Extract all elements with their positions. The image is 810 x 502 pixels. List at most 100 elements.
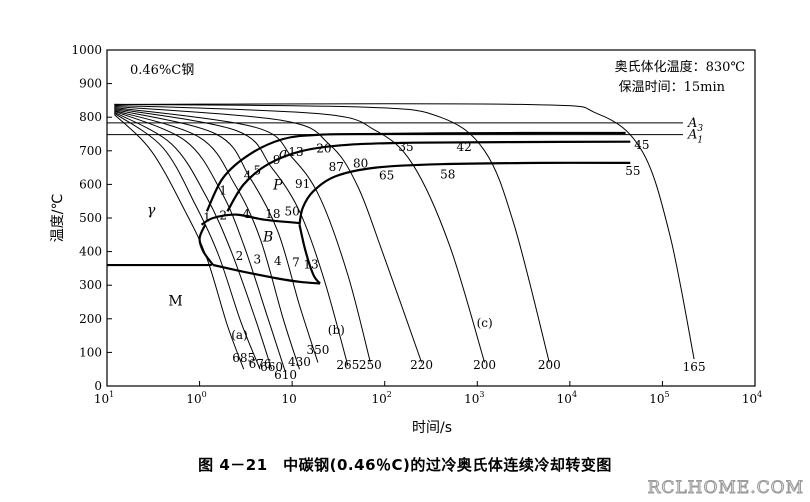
percent-label-14: 58 bbox=[440, 167, 455, 181]
ref-label-sub-1: 3 bbox=[697, 124, 703, 134]
percent-label-11: 80 bbox=[353, 157, 368, 171]
hardness-label-9: 220 bbox=[410, 358, 433, 372]
boundary-pearlite-bainite-end bbox=[298, 224, 321, 285]
boundary-bainite-region-left bbox=[198, 224, 214, 266]
percent-label-6: 20 bbox=[316, 141, 331, 155]
figure-caption: 图 4－21 中碳钢(0.46％C)的过冷奥氏体连续冷却转变图 bbox=[198, 456, 612, 474]
x-tick-label-2: 10 bbox=[282, 392, 297, 406]
cooling-curve-12 bbox=[114, 103, 695, 360]
boundary-pearlite-start bbox=[226, 140, 631, 212]
region-label-3: P bbox=[272, 177, 283, 193]
percent-label-22: 3 bbox=[253, 252, 261, 266]
cooling-curve-5 bbox=[114, 110, 300, 370]
region-label-4: B bbox=[262, 230, 273, 246]
hardness-label-10: 200 bbox=[473, 358, 496, 372]
percent-label-13: 65 bbox=[379, 168, 394, 182]
series-tag-2: (b) bbox=[328, 323, 345, 337]
cooling-curve-11 bbox=[114, 103, 550, 363]
y-axis-label: 温度/℃ bbox=[50, 194, 66, 242]
percent-label-23: 4 bbox=[274, 254, 282, 268]
percent-label-17: 2 bbox=[219, 209, 227, 223]
percent-label-10: 87 bbox=[329, 160, 344, 174]
y-tick-label-500: 500 bbox=[79, 211, 102, 225]
y-tick-label-1000: 1000 bbox=[71, 43, 102, 57]
region-label-5: M bbox=[168, 293, 182, 309]
cooling-curves bbox=[113, 103, 695, 373]
cooling-curve-2 bbox=[114, 112, 261, 370]
x-tick-exp-3: 2 bbox=[387, 390, 392, 399]
y-tick-label-700: 700 bbox=[79, 144, 102, 158]
percent-label-7: 35 bbox=[398, 140, 413, 154]
y-tick-label-400: 400 bbox=[79, 245, 102, 259]
percent-label-4: 9 bbox=[273, 153, 281, 167]
hardness-label-12: 165 bbox=[683, 360, 706, 374]
x-tick-exp-6: 5 bbox=[665, 390, 670, 399]
series-tag-3: (c) bbox=[477, 316, 493, 330]
percent-label-12: 91 bbox=[295, 177, 310, 191]
x-tick-exp-4: 3 bbox=[479, 390, 484, 399]
boundary-bainite-start bbox=[200, 213, 300, 226]
x-tick-label-0: 101 bbox=[94, 390, 114, 406]
percent-label-9: 45 bbox=[634, 138, 649, 152]
x-tick-label-5: 104 bbox=[557, 390, 577, 406]
x-tick-exp-1: 0 bbox=[202, 390, 207, 399]
percent-label-2: 4 bbox=[244, 168, 252, 182]
cooling-curve-8 bbox=[114, 107, 371, 363]
percent-label-1: 1 bbox=[219, 183, 227, 197]
percent-label-16: 1 bbox=[203, 210, 211, 224]
percent-label-15: 55 bbox=[625, 164, 640, 178]
y-tick-label-900: 900 bbox=[79, 77, 102, 91]
percent-label-24: 7 bbox=[292, 256, 300, 270]
hardness-label-8: 250 bbox=[359, 358, 382, 372]
percent-label-3: 5 bbox=[253, 163, 261, 177]
cooling-curve-1 bbox=[113, 114, 245, 370]
hardness-label-6: 350 bbox=[306, 343, 329, 357]
series-tag-1: (a) bbox=[231, 328, 248, 342]
boundary-pearlite-finish bbox=[298, 161, 631, 225]
phase-boundaries bbox=[107, 131, 631, 285]
percent-label-18: 4 bbox=[243, 207, 251, 221]
y-tick-label-600: 600 bbox=[79, 177, 102, 191]
hardness-label-1: 685 bbox=[232, 351, 255, 365]
hardness-label-11: 200 bbox=[538, 358, 561, 372]
percent-label-20: 50 bbox=[285, 204, 300, 218]
ref-label-sub-2: 1 bbox=[697, 136, 703, 146]
percent-label-19: 18 bbox=[265, 207, 280, 221]
cooling-curve-7 bbox=[114, 108, 349, 366]
percent-label-5: 13 bbox=[288, 145, 303, 159]
percent-label-21: 2 bbox=[236, 249, 244, 263]
info-line-1: 奥氏体化温度：830℃ bbox=[615, 59, 745, 75]
hardness-label-4: 610 bbox=[274, 368, 297, 382]
x-tick-label-1: 100 bbox=[186, 390, 206, 406]
boundary-ferrite-start bbox=[205, 131, 626, 212]
region-label-1: γ bbox=[147, 203, 156, 219]
y-tick-label-300: 300 bbox=[79, 278, 102, 292]
hardness-label-3: 660 bbox=[260, 360, 283, 374]
y-tick-label-200: 200 bbox=[79, 312, 102, 326]
cooling-curve-4 bbox=[114, 110, 287, 373]
y-tick-label-800: 800 bbox=[79, 110, 102, 124]
hardness-label-2: 676 bbox=[249, 357, 272, 371]
hardness-label-5: 430 bbox=[288, 355, 311, 369]
watermark: RCLHOME.COM bbox=[647, 478, 804, 499]
x-tick-exp-5: 4 bbox=[572, 390, 577, 399]
region-label-2: a bbox=[279, 146, 287, 162]
x-tick-label-3: 102 bbox=[372, 390, 392, 406]
cooling-curve-3 bbox=[114, 111, 273, 370]
percent-label-25: 13 bbox=[303, 257, 318, 271]
y-tick-label-100: 100 bbox=[79, 345, 102, 359]
cooling-curve-9 bbox=[114, 105, 423, 363]
x-tick-exp-0: 1 bbox=[109, 390, 114, 399]
x-axis-label: 时间/s bbox=[412, 420, 452, 436]
cooling-curve-6 bbox=[114, 109, 319, 363]
info-line-2: 保温时间：15min bbox=[619, 80, 726, 95]
chart-title: 0.46%C钢 bbox=[130, 63, 194, 78]
y-tick-label-0: 0 bbox=[94, 379, 102, 393]
x-tick-label-6: 105 bbox=[649, 390, 669, 406]
percent-label-8: 42 bbox=[456, 140, 471, 154]
boundary-bainite-finish bbox=[212, 263, 321, 285]
x-tick-exp-7: 4 bbox=[757, 390, 762, 399]
